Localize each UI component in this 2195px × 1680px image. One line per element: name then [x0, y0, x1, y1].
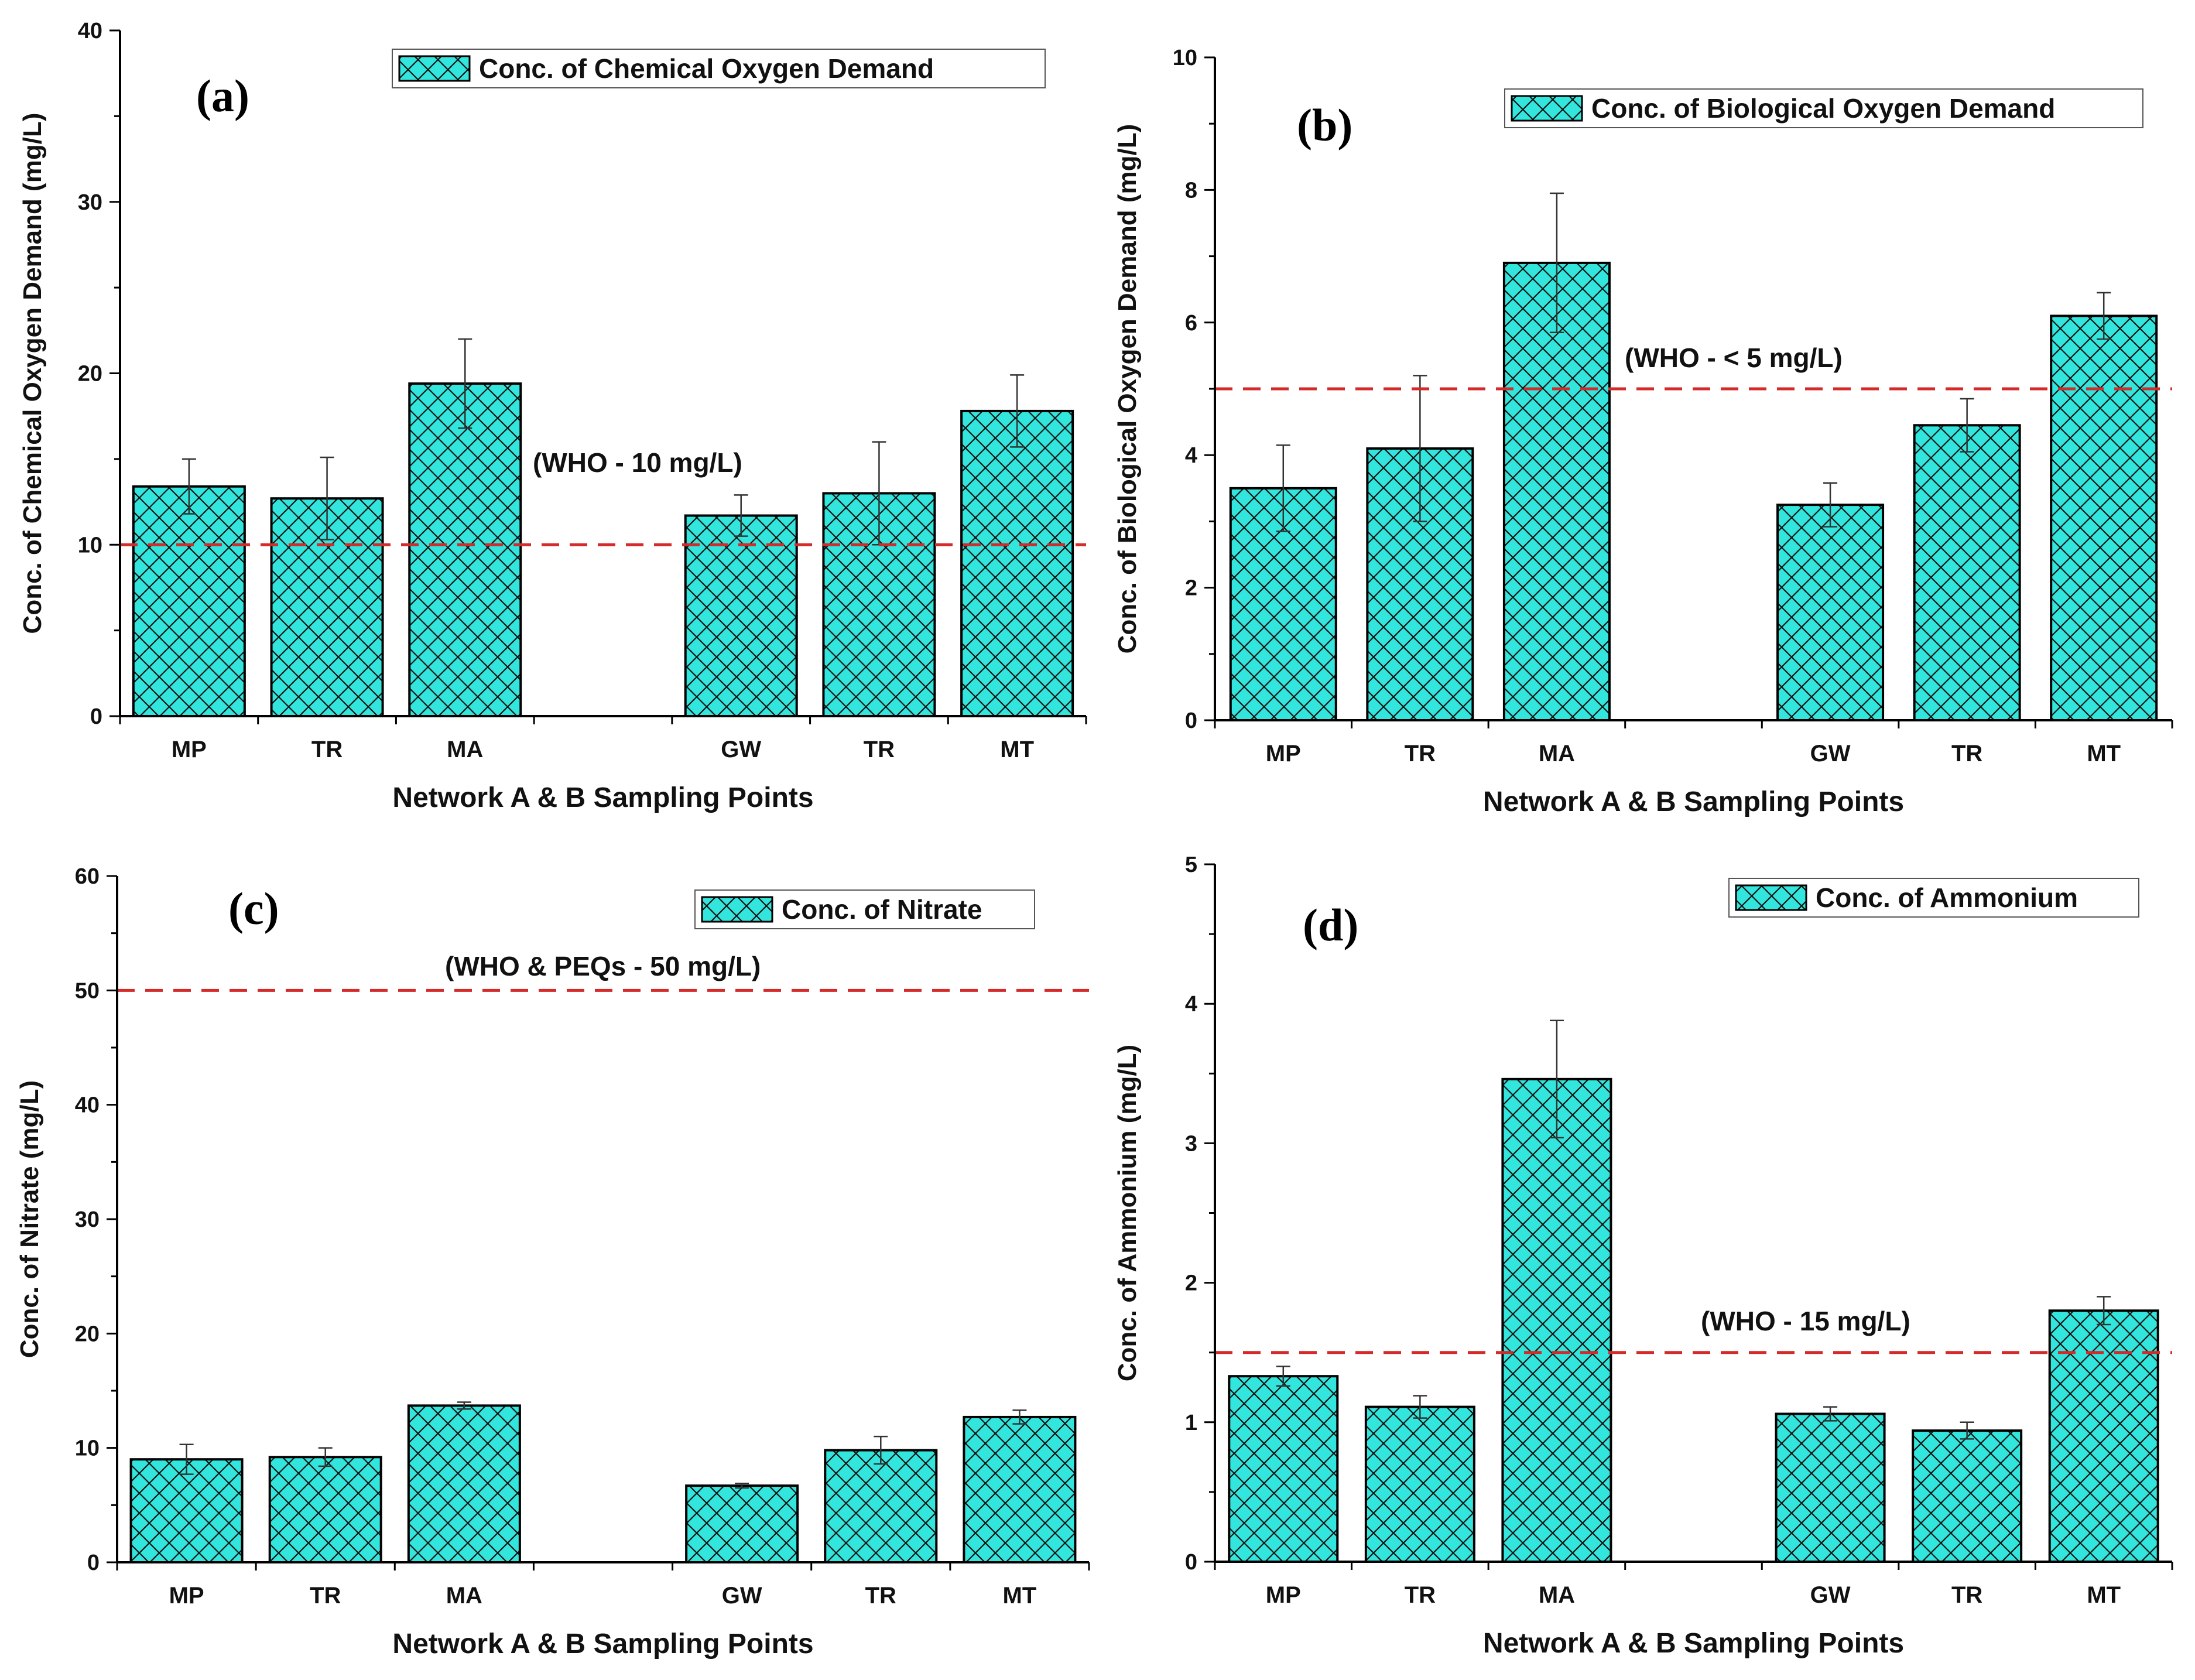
y-tick-label: 0	[90, 704, 102, 729]
x-tick-label: MT	[1003, 1583, 1037, 1609]
legend-swatch	[1511, 95, 1583, 122]
x-axis-title: Network A & B Sampling Points	[1483, 1628, 1904, 1659]
chart-panel-3: MP TR MA GW TR MT (WHO & PEQs - 50 mg/L) 0 10 20 3…	[15, 864, 1090, 1660]
bar-ma	[1502, 261, 1611, 722]
bar-tr	[824, 1449, 938, 1563]
x-tick-label: TR	[1951, 741, 1982, 767]
y-tick-label: 2	[1185, 576, 1197, 601]
bar-tr	[1364, 1405, 1475, 1563]
bar-ma	[1501, 1077, 1612, 1563]
legend-swatch	[398, 55, 471, 82]
y-tick-label: 0	[1185, 1550, 1197, 1575]
reference-label: (WHO - < 5 mg/L)	[1625, 343, 1843, 373]
legend-label: Conc. of Nitrate	[782, 894, 982, 925]
x-tick-label: MA	[447, 737, 483, 762]
reference-label: (WHO - 10 mg/L)	[533, 447, 742, 478]
x-tick-label: MA	[1539, 741, 1575, 767]
bar-mp	[129, 1458, 244, 1563]
y-tick-label: 8	[1185, 178, 1197, 203]
bar-mt	[960, 409, 1074, 717]
x-tick-label: MP	[1266, 1582, 1301, 1608]
x-tick-label: TR	[864, 737, 895, 762]
x-tick-label: GW	[722, 1583, 762, 1609]
y-tick-label: 30	[75, 1207, 100, 1232]
y-axis-title: Conc. of Biological Oxygen Demand (mg/L)	[1113, 124, 1142, 654]
y-tick-label: 0	[87, 1551, 100, 1575]
y-tick-label: 30	[78, 190, 102, 215]
chart-panel-2: MP TR MA GW TR MT (WHO - < 5 mg/L) 0 2 4 6 8 10 Netwo…	[1113, 46, 2173, 817]
legend-box	[392, 49, 1046, 88]
y-tick-label: 50	[75, 978, 100, 1003]
y-tick-label: 3	[1185, 1131, 1197, 1156]
bar-mt	[2048, 1309, 2159, 1563]
y-tick-label: 10	[78, 533, 102, 557]
x-axis-title: Network A & B Sampling Points	[392, 782, 813, 813]
y-tick-label: 20	[78, 362, 102, 386]
panel-tag: (a)	[196, 70, 249, 121]
reference-label: (WHO - 15 mg/L)	[1701, 1306, 1910, 1336]
y-tick-label: 10	[1173, 46, 1197, 70]
x-tick-label: TR	[865, 1583, 896, 1609]
x-tick-label: MP	[169, 1583, 204, 1609]
y-axis-title: Conc. of Ammonium (mg/L)	[1113, 1045, 1142, 1381]
y-tick-label: 60	[75, 864, 100, 889]
y-tick-label: 20	[75, 1322, 100, 1346]
bar-tr	[268, 1456, 382, 1563]
bar-mp	[132, 485, 246, 718]
bar-mt	[963, 1415, 1077, 1564]
panel-tag: (c)	[228, 883, 279, 934]
bar-ma	[408, 382, 522, 717]
x-tick-label: MA	[1539, 1582, 1575, 1608]
x-tick-label: TR	[311, 737, 343, 762]
x-tick-label: MT	[1000, 737, 1034, 762]
x-tick-label: MT	[2087, 741, 2121, 767]
y-tick-label: 5	[1185, 853, 1197, 877]
x-tick-label: TR	[1405, 1582, 1436, 1608]
chart-panel-1: MP TR MA GW TR MT (WHO - 10 mg/L) 0 10 20 30 40 Netw…	[18, 19, 1087, 813]
x-axis-title: Network A & B Sampling Points	[1483, 786, 1904, 817]
x-tick-label: MP	[1266, 741, 1301, 767]
y-tick-label: 2	[1185, 1271, 1197, 1296]
x-tick-label: TR	[1951, 1582, 1982, 1608]
y-tick-label: 0	[1185, 709, 1197, 733]
x-tick-label: GW	[1810, 741, 1851, 767]
x-axis-title: Network A & B Sampling Points	[392, 1628, 813, 1660]
legend-label: Conc. of Chemical Oxygen Demand	[479, 53, 934, 84]
chart-panel-4: MP TR MA GW TR MT (WHO - 15 mg/L) 0 1 2 3 4 5 Network…	[1113, 853, 2173, 1659]
legend-box	[1504, 88, 2143, 128]
x-tick-label: TR	[1405, 741, 1436, 767]
bar-ma	[407, 1404, 521, 1563]
y-tick-label: 4	[1185, 443, 1197, 468]
bar-gw	[684, 514, 798, 717]
legend-swatch	[1735, 884, 1807, 911]
bar-mt	[2050, 314, 2158, 721]
bar-gw	[1776, 504, 1885, 721]
panel-tag: (d)	[1303, 899, 1358, 950]
y-tick-label: 40	[75, 1093, 100, 1118]
bar-tr	[1913, 424, 2021, 721]
bar-tr	[1912, 1429, 2023, 1563]
bar-mp	[1228, 1375, 1339, 1563]
y-tick-label: 6	[1185, 311, 1197, 336]
y-tick-label: 40	[78, 19, 102, 43]
x-tick-label: MT	[2087, 1582, 2121, 1608]
y-axis-title: Conc. of Chemical Oxygen Demand (mg/L)	[18, 113, 47, 634]
legend-label: Conc. of Biological Oxygen Demand	[1591, 93, 2055, 124]
panel-tag: (b)	[1297, 100, 1352, 150]
x-tick-label: TR	[310, 1583, 341, 1609]
x-tick-label: GW	[1810, 1582, 1851, 1608]
bar-gw	[1775, 1412, 1886, 1563]
bar-gw	[685, 1484, 799, 1564]
y-tick-label: 1	[1185, 1411, 1197, 1435]
y-tick-label: 4	[1185, 992, 1197, 1017]
legend-label: Conc. of Ammonium	[1816, 882, 2078, 913]
x-tick-label: MA	[446, 1583, 482, 1609]
y-tick-label: 10	[75, 1436, 100, 1461]
y-axis-title: Conc. of Nitrate (mg/L)	[15, 1080, 44, 1358]
x-tick-label: MP	[172, 737, 207, 762]
x-tick-label: GW	[721, 737, 761, 762]
legend-swatch	[701, 896, 773, 923]
reference-label: (WHO & PEQs - 50 mg/L)	[445, 951, 761, 981]
